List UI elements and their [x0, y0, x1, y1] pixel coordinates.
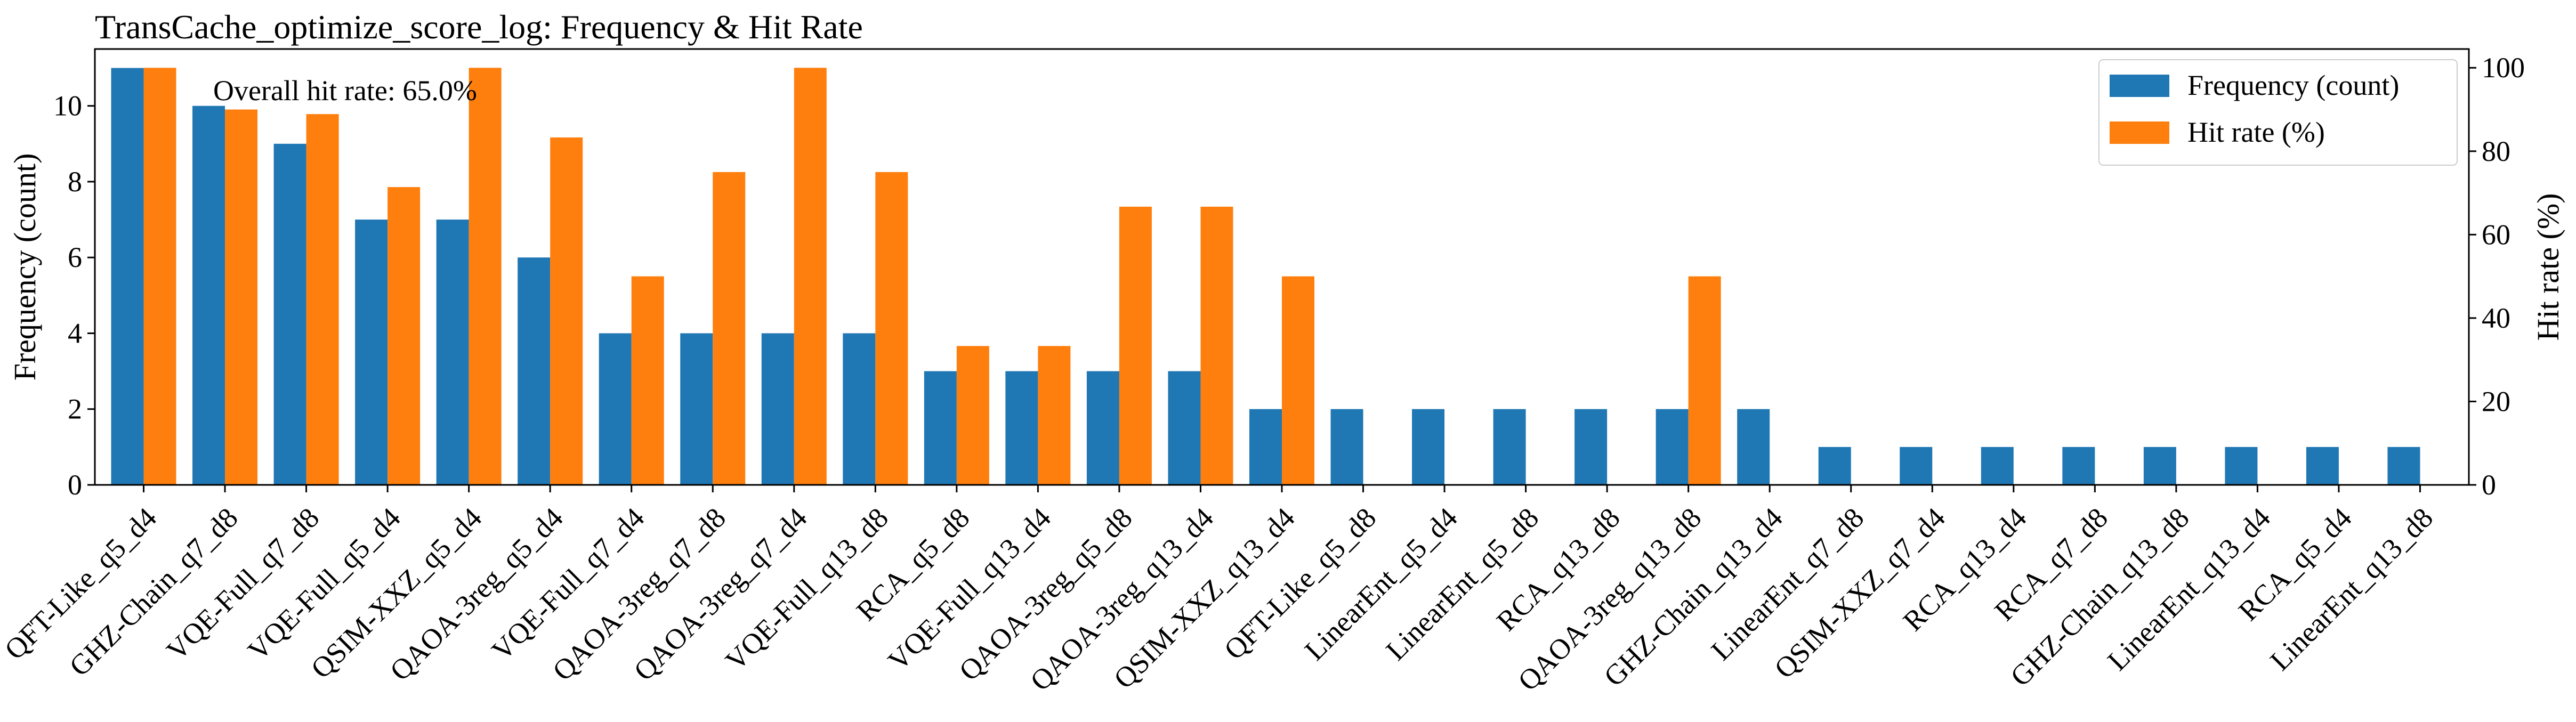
x-tick-label: VQE-Full_q7_d4: [486, 501, 651, 667]
bar-frequency: [2306, 447, 2339, 485]
x-tick-label: LinearEnt_q5_d8: [1380, 501, 1545, 667]
y-tick-label: 10: [53, 90, 82, 122]
bar-frequency: [843, 333, 876, 485]
bar-hit-rate: [794, 68, 827, 485]
bar-frequency: [1818, 447, 1851, 485]
bar-hit-rate: [1282, 276, 1315, 485]
bar-frequency: [2143, 447, 2176, 485]
bar-frequency: [1330, 409, 1363, 485]
x-tick-label: LinearEnt_q7_d8: [1705, 501, 1870, 667]
legend-swatch-hit-rate: [2110, 121, 2169, 144]
bar-hit-rate: [956, 346, 989, 485]
bar-frequency: [1737, 409, 1770, 485]
bar-hit-rate: [713, 172, 746, 485]
y2-tick-label: 60: [2482, 218, 2510, 250]
bar-hit-rate: [875, 172, 908, 485]
bar-frequency: [2225, 447, 2258, 485]
bar-frequency: [1168, 371, 1201, 485]
x-tick-label: VQE-Full_q7_d8: [160, 501, 326, 667]
x-axis-ticks: QFT-Like_q5_d4GHZ-Chain_q7_d8VQE-Full_q7…: [0, 485, 2439, 697]
bar-frequency: [680, 333, 713, 485]
bar-hit-rate: [1038, 346, 1071, 485]
overall-hit-rate-annotation: Overall hit rate: 65.0%: [213, 75, 477, 107]
bar-frequency: [1249, 409, 1282, 485]
y-tick-label: 2: [68, 393, 82, 425]
plot-area-frame: [94, 48, 2470, 486]
legend-label-frequency: Frequency (count): [2187, 69, 2399, 101]
legend-label-hit-rate: Hit rate (%): [2187, 116, 2325, 148]
x-tick-label: QFT-Like_q5_d8: [1218, 501, 1382, 666]
x-tick-label: LinearEnt_q5_d4: [1298, 501, 1464, 667]
bar-hit-rate: [1200, 206, 1233, 485]
bar-hit-rate: [1688, 276, 1721, 485]
bar-hit-rate: [306, 114, 339, 485]
bar-frequency: [1656, 409, 1689, 485]
bar-hit-rate: [387, 187, 421, 485]
y-axis-ticks: 0 2 4 6 8 10: [53, 90, 95, 501]
bar-hit-rate: [469, 68, 502, 485]
bar-frequency: [273, 143, 306, 485]
bars: [111, 68, 2420, 485]
bar-frequency: [1574, 409, 1608, 485]
bar-frequency: [1086, 371, 1119, 485]
bar-frequency: [1900, 447, 1933, 485]
bar-frequency: [518, 257, 551, 485]
bar-frequency: [924, 371, 957, 485]
y2-axis-label: Hit rate (%): [2531, 193, 2565, 341]
bar-frequency: [1981, 447, 2014, 485]
bar-frequency: [1412, 409, 1445, 485]
bar-hit-rate: [1119, 206, 1152, 485]
bar-frequency: [436, 220, 469, 485]
bar-frequency: [1493, 409, 1526, 485]
bar-frequency: [111, 68, 144, 485]
y2-axis-ticks: 0 20 40 60 80 100: [2469, 52, 2525, 501]
x-tick-label: VQE-Full_q5_d4: [241, 501, 407, 667]
y-tick-label: 6: [68, 241, 82, 273]
y2-tick-label: 100: [2482, 52, 2525, 84]
legend-box: [2098, 59, 2458, 166]
y2-tick-label: 80: [2482, 135, 2510, 167]
bar-frequency: [761, 333, 794, 485]
y-axis-label: Frequency (count): [7, 153, 42, 381]
bar-frequency: [599, 333, 632, 485]
bar-frequency: [2062, 447, 2095, 485]
y2-tick-label: 0: [2482, 469, 2496, 501]
bar-frequency: [355, 220, 388, 485]
bar-hit-rate: [225, 109, 258, 485]
legend: Frequency (count) Hit rate (%): [2098, 59, 2458, 166]
y-tick-label: 0: [68, 469, 82, 501]
chart-title: TransCache_optimize_score_log: Frequency…: [95, 8, 863, 46]
y2-tick-label: 20: [2482, 385, 2510, 417]
y-tick-label: 8: [68, 166, 82, 198]
y-tick-label: 4: [68, 317, 82, 349]
legend-swatch-frequency: [2110, 75, 2169, 97]
bar-frequency: [192, 106, 225, 485]
y2-tick-label: 40: [2482, 302, 2510, 334]
bar-hit-rate: [631, 276, 664, 485]
bar-frequency: [1005, 371, 1038, 485]
bar-frequency: [2387, 447, 2420, 485]
bar-hit-rate: [143, 68, 176, 485]
bar-hit-rate: [550, 137, 583, 485]
